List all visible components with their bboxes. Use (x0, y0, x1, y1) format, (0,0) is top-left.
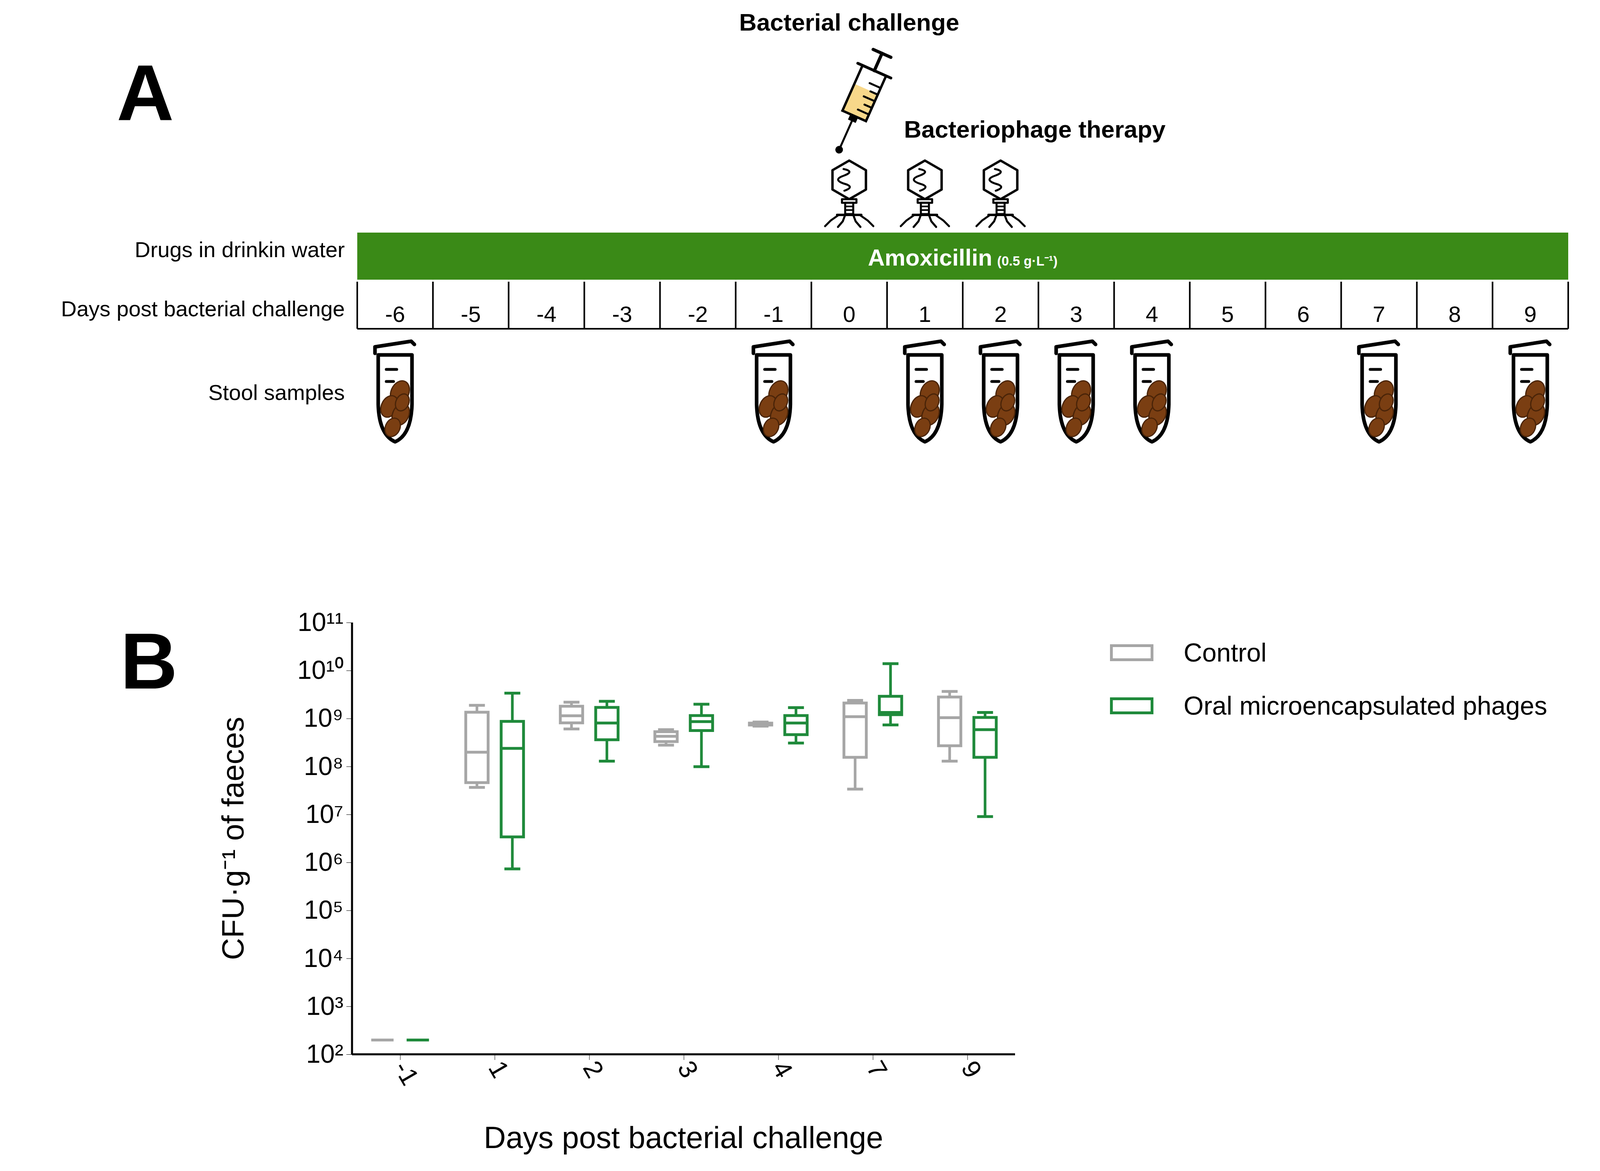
svg-text:1: 1 (482, 1055, 515, 1083)
svg-text:10⁹: 10⁹ (303, 703, 344, 733)
svg-text:-6: -6 (385, 301, 406, 327)
svg-text:4: 4 (1145, 301, 1159, 327)
svg-text:2: 2 (577, 1055, 610, 1083)
svg-text:-3: -3 (612, 301, 633, 327)
svg-text:10³: 10³ (306, 991, 344, 1021)
svg-text:9: 9 (1523, 301, 1537, 327)
svg-text:10⁸: 10⁸ (303, 751, 344, 781)
svg-text:1: 1 (918, 301, 931, 327)
svg-text:2: 2 (994, 301, 1007, 327)
svg-text:Stool samples: Stool samples (208, 380, 345, 405)
svg-text:Bacterial challenge: Bacterial challenge (739, 8, 960, 36)
svg-text:4: 4 (766, 1055, 799, 1083)
svg-text:-4: -4 (536, 301, 557, 327)
svg-text:Days post bacterial challenge: Days post bacterial challenge (61, 296, 345, 321)
svg-text:7: 7 (860, 1055, 894, 1083)
svg-text:Drugs in drinkin water: Drugs in drinkin water (134, 237, 345, 262)
svg-text:3: 3 (671, 1055, 705, 1083)
svg-text:-5: -5 (460, 301, 481, 327)
svg-text:8: 8 (1448, 301, 1461, 327)
svg-text:-1: -1 (763, 301, 784, 327)
svg-text:A: A (116, 48, 174, 138)
html-text:Oral microencapsulated phages: Oral microencapsulated phages (1183, 691, 1548, 721)
html-text:B: B (120, 616, 178, 706)
svg-text:10¹⁰: 10¹⁰ (297, 655, 344, 685)
svg-text:9: 9 (955, 1055, 988, 1083)
svg-text:-2: -2 (687, 301, 709, 327)
html-text:Control: Control (1183, 638, 1267, 668)
svg-text:0: 0 (842, 301, 856, 327)
svg-text:10⁶: 10⁶ (304, 847, 344, 877)
svg-text:Bacteriophage therapy: Bacteriophage therapy (903, 115, 1166, 143)
svg-text:CFU·g⁻¹ of faeces: CFU·g⁻¹ of faeces (215, 716, 250, 960)
svg-text:Days post bacterial challenge: Days post bacterial challenge (483, 1120, 884, 1155)
svg-text:-1: -1 (388, 1055, 425, 1090)
svg-text:10⁴: 10⁴ (303, 943, 344, 973)
svg-text:5: 5 (1221, 301, 1234, 327)
svg-text:Amoxicillin(0.5 g·L⁻¹): Amoxicillin(0.5 g·L⁻¹) (867, 244, 1058, 271)
svg-text:10⁵: 10⁵ (304, 895, 344, 925)
svg-text:7: 7 (1372, 301, 1386, 327)
svg-text:10¹¹: 10¹¹ (297, 607, 344, 637)
svg-text:3: 3 (1070, 301, 1083, 327)
svg-text:10⁷: 10⁷ (305, 799, 344, 829)
svg-text:10²: 10² (306, 1039, 344, 1069)
svg-text:6: 6 (1297, 301, 1310, 327)
